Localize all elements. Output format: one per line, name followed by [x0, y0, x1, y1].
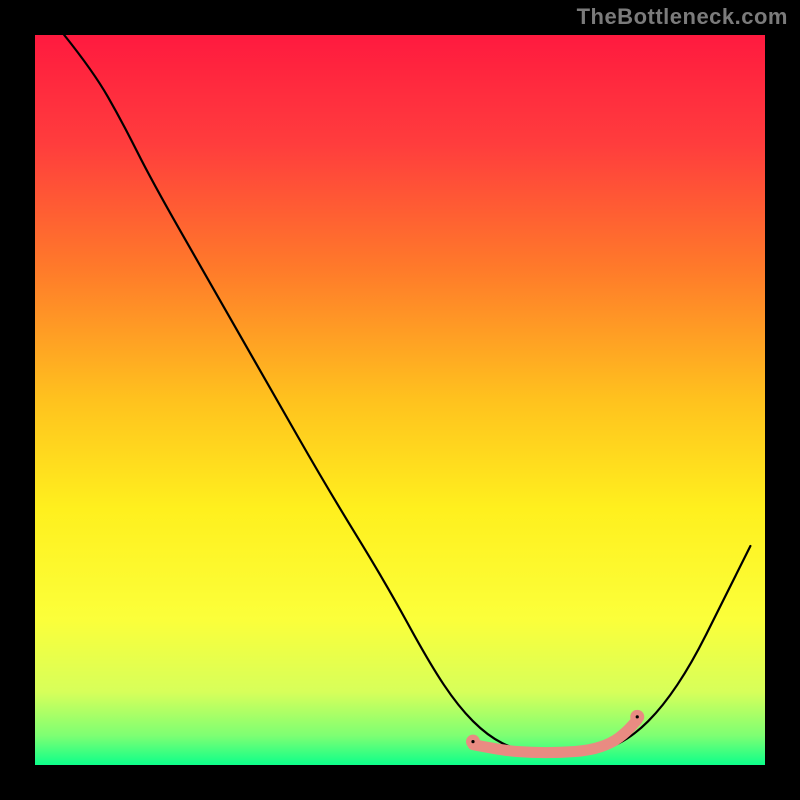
optimal-range-endpoint-dot — [471, 740, 474, 743]
gradient-plot-area — [35, 35, 765, 765]
chart-stage: TheBottleneck.com — [0, 0, 800, 800]
optimal-range-endpoint-dot — [636, 715, 639, 718]
bottleneck-chart — [0, 0, 800, 800]
